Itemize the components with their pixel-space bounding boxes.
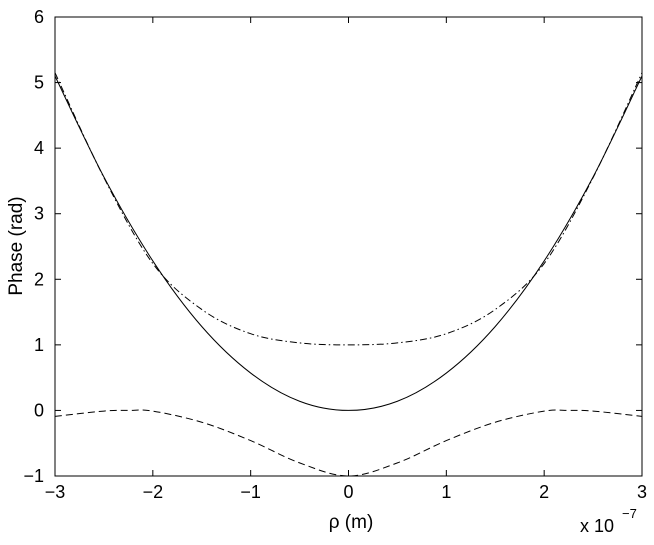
y-tick-label: 4 — [34, 138, 44, 158]
x-tick-label: 3 — [637, 482, 647, 502]
x-axis-label: ρ (m) — [329, 512, 374, 533]
y-tick-label: 6 — [34, 7, 44, 27]
y-tick-label: 5 — [34, 73, 44, 93]
y-tick-label: 2 — [34, 269, 44, 289]
series-line-dashed — [54, 409, 643, 477]
y-tick-label: 3 — [34, 204, 44, 224]
y-tick-label: 0 — [34, 400, 44, 420]
series-layer — [54, 72, 643, 477]
y-ticks: −1 0 1 2 3 4 5 6 — [23, 7, 642, 486]
y-tick-label: 1 — [34, 335, 44, 355]
x-exponent-base: x 10 — [580, 516, 614, 536]
x-tick-label: 0 — [343, 482, 353, 502]
y-tick-label: −1 — [23, 466, 44, 486]
x-tick-label: −3 — [45, 482, 66, 502]
x-tick-label: 2 — [539, 482, 549, 502]
x-exponent-power: −7 — [622, 506, 637, 521]
series-line-solid — [54, 75, 643, 411]
y-axis-label: Phase (rad) — [6, 196, 27, 295]
x-tick-label: −1 — [240, 482, 261, 502]
x-tick-label: −2 — [143, 482, 164, 502]
x-axis-exponent: x 10 −7 — [580, 506, 637, 536]
x-ticks: −3 −2 −1 0 1 2 3 — [45, 17, 647, 502]
series-line-dash-dot — [54, 72, 643, 346]
x-tick-label: 1 — [441, 482, 451, 502]
